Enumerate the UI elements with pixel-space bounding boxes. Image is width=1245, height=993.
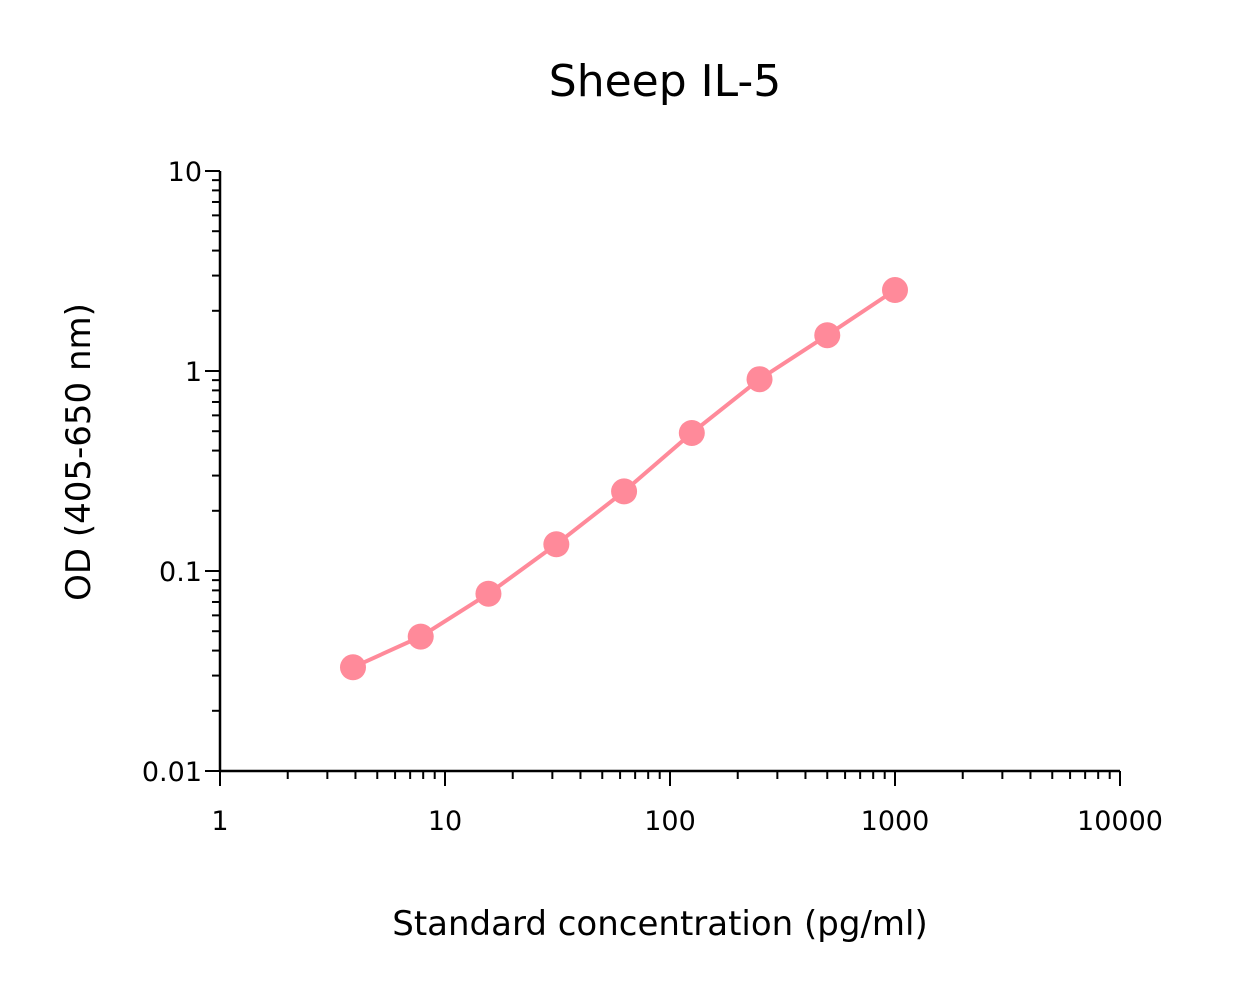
data-point	[746, 366, 773, 393]
y-tick-label: 0.1	[159, 557, 202, 588]
data-point	[339, 654, 366, 681]
data-point	[543, 531, 570, 558]
y-tick-label: 0.01	[142, 757, 202, 788]
x-axis-label: Standard concentration (pg/ml)	[392, 904, 927, 944]
data-point	[882, 277, 908, 304]
data-point	[611, 478, 638, 505]
x-tick-label: 1	[211, 806, 228, 837]
y-tick-label: 10	[168, 157, 202, 188]
y-tick-label: 1	[185, 357, 202, 388]
y-axis-label: OD (405-650 nm)	[59, 303, 99, 601]
x-tick-label: 10000	[1077, 806, 1163, 837]
chart-title: Sheep IL-5	[549, 56, 781, 107]
data-series	[339, 277, 908, 681]
x-tick-label: 100	[644, 806, 696, 837]
axes: 1 10 100 1000 10000 0.01 0.1 1 10	[142, 157, 1163, 837]
data-point	[814, 322, 841, 349]
x-tick-label: 1000	[861, 806, 930, 837]
data-point	[678, 419, 705, 446]
x-tick-label: 10	[428, 806, 462, 837]
data-point	[475, 580, 502, 607]
data-point	[407, 623, 434, 650]
